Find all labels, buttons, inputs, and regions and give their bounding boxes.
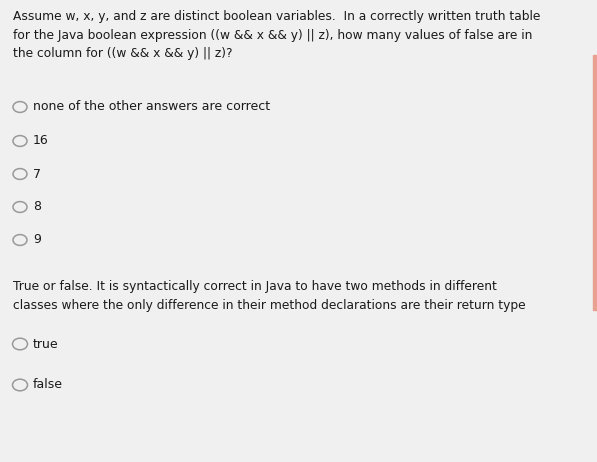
Bar — [593, 55, 597, 310]
Text: True or false. It is syntactically correct in Java to have two methods in differ: True or false. It is syntactically corre… — [13, 280, 525, 311]
Text: 7: 7 — [33, 168, 41, 181]
Text: Assume w, x, y, and z are distinct boolean variables.  In a correctly written tr: Assume w, x, y, and z are distinct boole… — [13, 10, 540, 60]
Text: false: false — [33, 378, 63, 391]
Text: 8: 8 — [33, 201, 41, 213]
Text: 9: 9 — [33, 233, 41, 247]
Text: none of the other answers are correct: none of the other answers are correct — [33, 101, 270, 114]
Text: true: true — [33, 338, 59, 351]
Text: 16: 16 — [33, 134, 49, 147]
